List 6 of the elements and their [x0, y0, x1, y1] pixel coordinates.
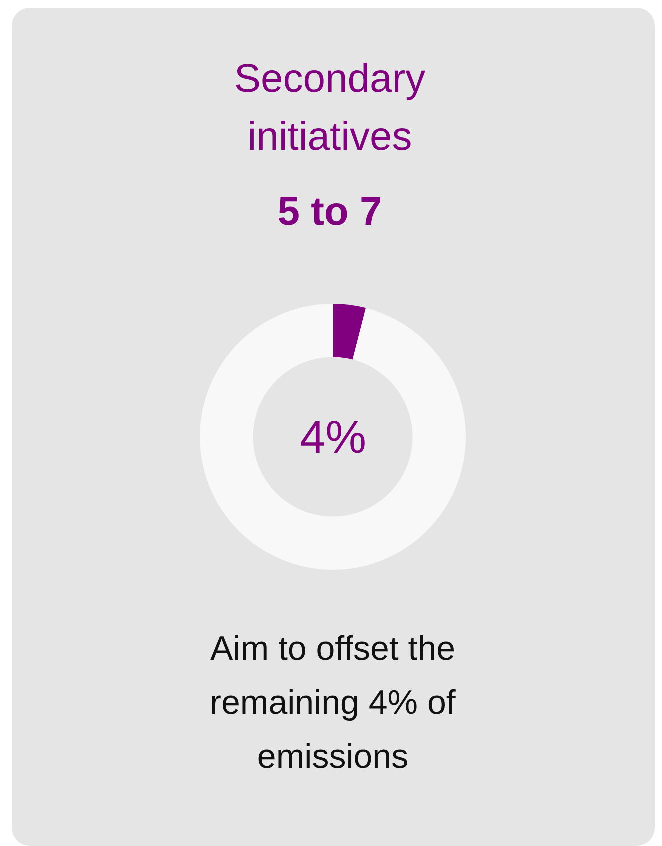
donut-slice — [200, 304, 466, 570]
data-label: 4% — [300, 411, 366, 463]
chart-subtitle: 5 to 7 — [276, 190, 384, 235]
donut-slice — [333, 304, 366, 360]
text: Aim to offset the remaining 4% of emissions — [209, 629, 457, 778]
chart-title: Secondary initiatives — [233, 56, 427, 161]
